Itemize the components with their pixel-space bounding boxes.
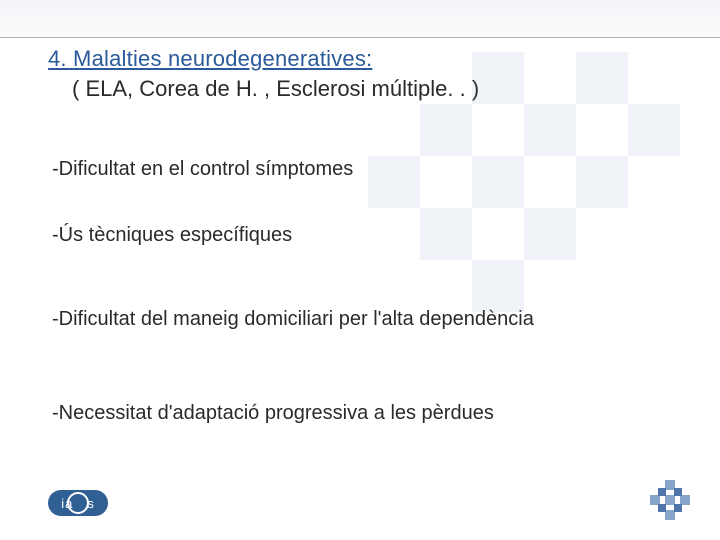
bullet-2: -Ús tècniques específiques (52, 224, 292, 247)
cross-pattern-cell (524, 208, 576, 260)
bullet-4: -Necessitat d'adaptació progressiva a le… (52, 402, 494, 425)
cross-pattern-cell (472, 52, 524, 104)
cross-pattern-cell (472, 156, 524, 208)
bullet-3: -Dificultat del maneig domiciliari per l… (52, 308, 534, 331)
top-border (0, 0, 720, 38)
cross-pattern-cell (576, 52, 628, 104)
slide: 4. Malalties neurodegeneratives: ( ELA, … (0, 0, 720, 540)
slide-title: 4. Malalties neurodegeneratives: (48, 46, 372, 72)
bullet-1: -Dificultat en el control símptomes (52, 158, 353, 181)
cross-pattern-cell (368, 156, 420, 208)
cross-pattern-cell (576, 156, 628, 208)
cross-pattern-cell (420, 104, 472, 156)
cross-pattern-cell (524, 104, 576, 156)
cross-pattern-cell (628, 104, 680, 156)
logo-text-left: ia (61, 496, 73, 511)
logo: ia s (48, 490, 108, 518)
slide-subtitle: ( ELA, Corea de H. , Esclerosi múltiple.… (72, 76, 479, 102)
cross-icon (648, 478, 692, 522)
cross-pattern-cell (420, 208, 472, 260)
cross-pattern-cell (472, 260, 524, 312)
logo-text-right: s (87, 496, 95, 511)
